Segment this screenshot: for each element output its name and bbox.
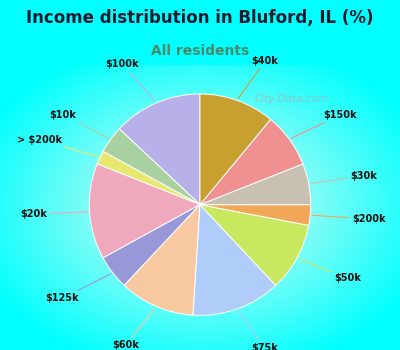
Wedge shape <box>103 205 200 285</box>
Wedge shape <box>200 94 270 205</box>
Text: $75k: $75k <box>238 311 279 350</box>
Wedge shape <box>200 119 303 205</box>
Wedge shape <box>89 164 200 258</box>
Wedge shape <box>200 205 309 285</box>
Text: $20k: $20k <box>21 209 87 219</box>
Wedge shape <box>200 164 311 205</box>
Text: $200k: $200k <box>312 214 386 224</box>
Wedge shape <box>193 205 276 315</box>
Text: $30k: $30k <box>311 171 377 183</box>
Text: $10k: $10k <box>50 110 109 138</box>
Wedge shape <box>119 94 200 205</box>
Wedge shape <box>103 129 200 205</box>
Text: City-Data.com: City-Data.com <box>255 94 329 104</box>
Text: $60k: $60k <box>112 308 155 350</box>
Text: > $200k: > $200k <box>17 135 98 156</box>
Text: $40k: $40k <box>238 56 279 98</box>
Wedge shape <box>200 205 311 225</box>
Text: All residents: All residents <box>151 43 249 57</box>
Wedge shape <box>97 151 200 205</box>
Text: $100k: $100k <box>106 60 155 101</box>
Text: $50k: $50k <box>299 259 361 283</box>
Text: $125k: $125k <box>46 274 111 303</box>
Text: Income distribution in Bluford, IL (%): Income distribution in Bluford, IL (%) <box>26 9 374 27</box>
Text: $150k: $150k <box>291 110 357 138</box>
Wedge shape <box>124 205 200 315</box>
